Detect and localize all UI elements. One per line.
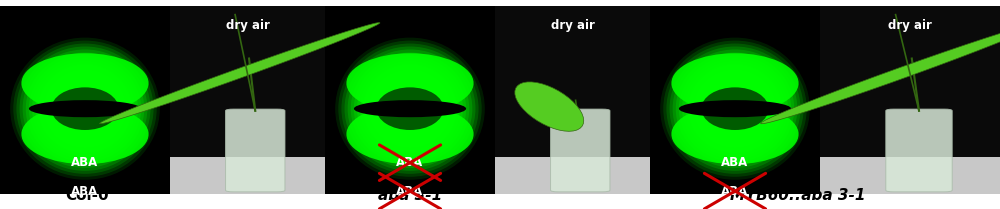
Ellipse shape	[38, 64, 132, 153]
Ellipse shape	[20, 47, 150, 171]
Ellipse shape	[23, 50, 147, 168]
Bar	[820, 6, 1000, 194]
Text: ABA: ABA	[71, 185, 99, 198]
Ellipse shape	[354, 100, 466, 117]
Ellipse shape	[29, 100, 141, 117]
Ellipse shape	[338, 41, 482, 177]
Text: ABA: ABA	[721, 185, 749, 198]
FancyBboxPatch shape	[886, 109, 952, 192]
Ellipse shape	[376, 87, 444, 130]
Ellipse shape	[663, 41, 807, 177]
Ellipse shape	[671, 104, 799, 164]
Text: dry air: dry air	[226, 19, 269, 32]
Ellipse shape	[44, 70, 126, 147]
Ellipse shape	[346, 53, 474, 113]
Ellipse shape	[345, 47, 475, 171]
Bar	[0, 6, 170, 194]
Ellipse shape	[688, 64, 782, 153]
Bar	[495, 6, 650, 194]
Ellipse shape	[682, 58, 788, 159]
Ellipse shape	[676, 52, 794, 165]
FancyBboxPatch shape	[551, 109, 610, 192]
Polygon shape	[99, 22, 380, 124]
Ellipse shape	[369, 70, 451, 147]
Polygon shape	[515, 82, 584, 131]
Ellipse shape	[16, 43, 154, 174]
Ellipse shape	[29, 55, 141, 162]
Text: ABA: ABA	[721, 156, 749, 169]
Ellipse shape	[51, 87, 119, 130]
Ellipse shape	[351, 52, 469, 165]
Ellipse shape	[10, 38, 160, 180]
Bar	[820, 157, 1000, 194]
Ellipse shape	[13, 41, 157, 177]
Ellipse shape	[41, 67, 129, 150]
Text: ABA: ABA	[71, 156, 99, 169]
Ellipse shape	[341, 43, 479, 174]
Text: Col-0: Col-0	[66, 188, 109, 203]
Ellipse shape	[363, 64, 457, 153]
FancyBboxPatch shape	[226, 109, 285, 192]
Ellipse shape	[346, 104, 474, 164]
Text: ABA: ABA	[396, 185, 424, 198]
Ellipse shape	[673, 50, 797, 168]
Ellipse shape	[35, 61, 135, 156]
Ellipse shape	[691, 67, 779, 150]
Text: dry air: dry air	[888, 19, 932, 32]
Text: ABA: ABA	[396, 156, 424, 169]
Ellipse shape	[666, 43, 804, 174]
Bar	[495, 157, 650, 194]
Ellipse shape	[335, 38, 485, 180]
Polygon shape	[761, 22, 1000, 124]
Ellipse shape	[679, 55, 791, 162]
Ellipse shape	[701, 87, 769, 130]
Ellipse shape	[360, 61, 460, 156]
Ellipse shape	[32, 58, 138, 159]
Ellipse shape	[366, 67, 454, 150]
Ellipse shape	[26, 52, 144, 165]
Ellipse shape	[354, 55, 466, 162]
Text: aba 3-1: aba 3-1	[378, 188, 442, 203]
Bar	[170, 157, 325, 194]
Ellipse shape	[660, 38, 810, 180]
Ellipse shape	[679, 100, 791, 117]
Ellipse shape	[357, 58, 463, 159]
Bar	[170, 6, 325, 194]
Bar	[325, 6, 495, 194]
Text: MYB60::aba 3-1: MYB60::aba 3-1	[730, 188, 865, 203]
Ellipse shape	[21, 104, 149, 164]
Ellipse shape	[21, 53, 149, 113]
Ellipse shape	[685, 61, 785, 156]
Ellipse shape	[671, 53, 799, 113]
Ellipse shape	[670, 47, 800, 171]
Bar	[650, 6, 820, 194]
Ellipse shape	[348, 50, 472, 168]
Text: dry air: dry air	[551, 19, 594, 32]
Ellipse shape	[694, 70, 776, 147]
